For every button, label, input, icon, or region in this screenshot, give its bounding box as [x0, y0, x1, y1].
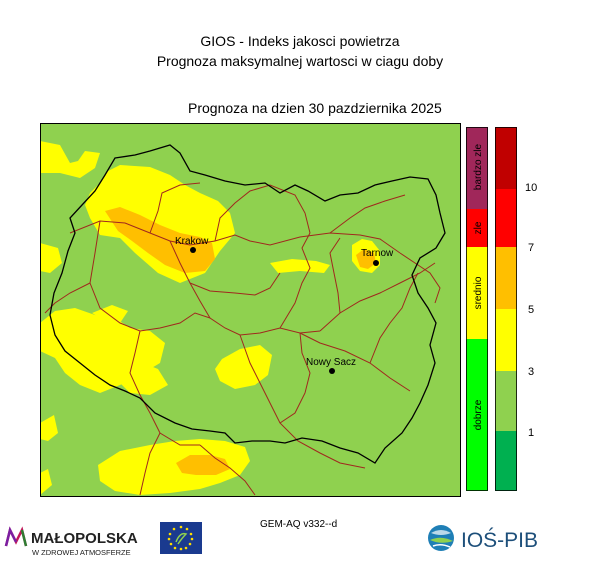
ios-pib-logo: IOŚ-PIB — [428, 525, 538, 552]
svg-text:Krakow: Krakow — [175, 236, 209, 247]
city-tarnow: Tarnow — [361, 248, 394, 266]
voivodeship-border — [49, 144, 446, 464]
life-icon — [175, 532, 188, 545]
model-version: GEM-AQ v332--d — [260, 519, 338, 530]
legend-label-dobrze: dobrze — [473, 399, 484, 430]
scale-tick-1: 1 — [528, 427, 534, 439]
scale-tick-5: 5 — [528, 304, 534, 316]
category-bar — [466, 127, 488, 491]
malopolska-logo: MAŁOPOLSKA W ZDROWEJ ATMOSFERZE — [4, 526, 138, 557]
city-nowy-sacz: Nowy Sacz — [306, 357, 356, 374]
forecast-date: Prognoza na dzien 30 pazdziernika 2025 — [188, 100, 442, 116]
title-line-1: GIOS - Indeks jakosci powietrza — [200, 33, 400, 49]
scale-tick-7: 7 — [528, 242, 534, 254]
legend-label-zle: zle — [473, 221, 484, 234]
svg-text:Tarnow: Tarnow — [361, 248, 394, 259]
svg-text:W ZDROWEJ ATMOSFERZE: W ZDROWEJ ATMOSFERZE — [32, 548, 131, 557]
scale-tick-3: 3 — [528, 366, 534, 378]
city-krakow: Krakow — [175, 236, 209, 253]
legend-label-srednio: srednio — [473, 276, 484, 309]
eu-life-logo — [160, 522, 202, 554]
scale-tick-10: 10 — [525, 182, 537, 194]
elevated-zones — [105, 207, 376, 475]
county-borders — [44, 182, 441, 496]
legend: bardzo zle zle srednio dobrze 10 7 5 3 1 — [466, 127, 537, 491]
map-frame — [40, 123, 461, 497]
title-line-2: Prognoza maksymalnej wartosci w ciagu do… — [156, 53, 444, 69]
air-quality-map: Krakow Tarnow Nowy Sacz — [40, 123, 461, 497]
svg-text:IOŚ-PIB: IOŚ-PIB — [461, 528, 538, 552]
value-scale — [495, 127, 517, 491]
svg-text:Nowy Sacz: Nowy Sacz — [306, 357, 356, 368]
legend-label-bardzo-zle: bardzo zle — [473, 143, 484, 190]
svg-text:MAŁOPOLSKA: MAŁOPOLSKA — [31, 530, 138, 547]
